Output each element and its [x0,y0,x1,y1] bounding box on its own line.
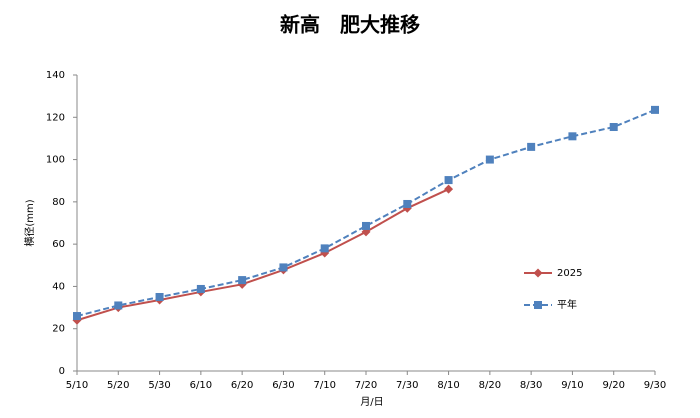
legend-marker [533,268,543,278]
data-point [527,142,536,151]
x-tick-label: 5/30 [148,380,170,391]
legend-marker [534,301,542,309]
legend-label: 2025 [557,268,582,279]
x-tick-label: 9/10 [561,380,583,391]
series-line [76,108,656,317]
y-tick-label: 40 [52,281,65,292]
data-point [568,132,577,141]
x-tick-label: 9/20 [602,380,624,391]
data-point [403,199,412,208]
data-point [279,263,288,272]
y-tick-label: 60 [52,239,65,250]
x-tick-label: 8/30 [520,380,542,391]
x-tick-label: 7/30 [396,380,418,391]
y-tick-label: 120 [46,112,65,123]
y-axis-label: 横径(mm) [23,199,36,246]
x-tick-label: 6/20 [231,380,253,391]
x-axis-label: 月/日 [360,396,383,408]
y-tick-label: 140 [46,70,65,81]
x-tick-label: 5/20 [107,380,129,391]
data-point [651,105,659,114]
x-tick-label: 8/10 [437,380,459,391]
series-line [76,188,449,322]
data-point [196,284,205,293]
x-tick-label: 5/10 [66,380,88,391]
x-tick-label: 6/10 [190,380,212,391]
chart-title: 新高 肥大推移 [280,13,420,37]
data-point [485,155,494,164]
x-tick-label: 7/20 [355,380,377,391]
legend-label: 平年 [557,298,577,311]
data-point [320,244,329,253]
x-tick-label: 9/30 [644,380,666,391]
y-tick-label: 80 [52,197,65,208]
data-point [238,276,247,285]
data-point [73,312,81,321]
data-point [114,301,123,310]
data-point [609,123,618,132]
x-tick-label: 8/20 [479,380,501,391]
data-point [444,184,454,194]
x-tick-label: 6/30 [272,380,294,391]
y-tick-label: 20 [52,324,65,335]
x-tick-label: 7/10 [313,380,335,391]
data-point [155,293,164,301]
data-point [444,176,453,185]
y-tick-label: 100 [46,155,65,166]
y-tick-label: 0 [59,366,65,377]
data-point [362,221,370,230]
